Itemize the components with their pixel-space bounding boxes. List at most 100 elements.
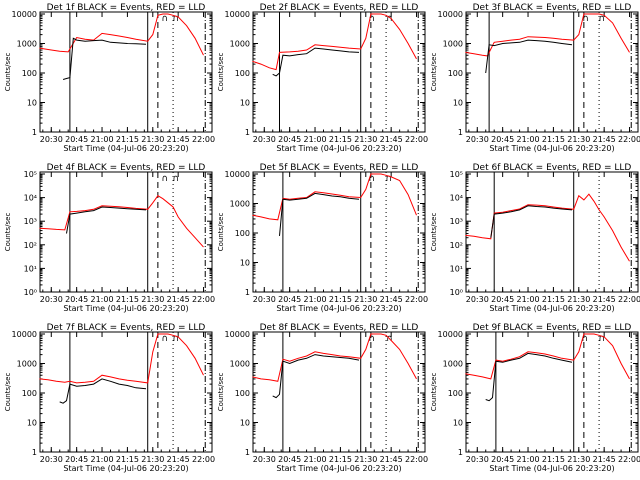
y-tick-label: 10000 [12,330,37,339]
axes-frame [39,331,213,453]
y-tick-label: 1000 [17,360,37,369]
axes-frame [252,331,426,453]
series-lld-line [465,333,630,380]
y-tick-label: 1000 [230,360,250,369]
x-tick-label: 22:00 [192,295,215,304]
y-tick-label: 1000 [230,200,250,209]
x-axis-label: Start Time (04-Jul-06 20:23:20) [489,144,614,153]
x-tick-label: 22:00 [618,135,640,144]
x-tick-label: 20:45 [65,455,88,464]
y-tick-label: 10² [24,241,37,250]
x-tick-label: 21:15 [116,135,139,144]
panel-title: Det 8f BLACK = Events, RED = LLD [260,323,419,333]
y-tick-label: 1000 [443,40,463,49]
panel-title: Det 7f BLACK = Events, RED = LLD [47,323,206,333]
x-tick-label: 21:45 [593,295,616,304]
x-tick-label: 20:45 [65,295,88,304]
x-tick-label: 21:15 [542,135,565,144]
y-tick-label: 10000 [438,10,463,19]
x-tick-label: 21:45 [167,135,190,144]
y-axis-label: Counts/sec [430,213,438,252]
y-tick-label: 10³ [450,217,463,226]
y-tick-label: 100 [235,229,250,238]
flag-marker: ∩ [161,174,168,184]
series-lld-line [39,195,204,248]
y-tick-label: 10 [453,419,463,428]
flag-marker: ∩ [598,334,605,344]
x-tick-label: 21:45 [167,455,190,464]
y-axis-label: Counts/sec [430,53,438,92]
y-tick-label: 1 [245,448,250,457]
y-tick-label: 100 [235,389,250,398]
x-tick-label: 20:30 [466,455,489,464]
y-tick-label: 10000 [225,170,250,179]
x-tick-label: 22:00 [405,295,428,304]
flag-marker: ∩ [172,14,179,24]
x-axis-label: Start Time (04-Jul-06 20:23:20) [276,304,401,313]
x-tick-label: 21:45 [593,135,616,144]
y-tick-label: 10 [240,99,250,108]
x-tick-label: 21:15 [116,295,139,304]
flag-marker: ∩ [161,14,168,24]
x-tick-label: 21:30 [354,135,377,144]
x-tick-label: 20:30 [466,295,489,304]
y-tick-label: 1 [458,448,463,457]
series-lld-line [252,173,417,221]
series-events-line [485,39,573,74]
panel-title: Det 9f BLACK = Events, RED = LLD [473,323,632,333]
flag-marker: ∩ [598,14,605,24]
panel-title: Det 6f BLACK = Events, RED = LLD [473,163,632,173]
series-events-line [490,205,573,238]
x-tick-label: 21:15 [542,455,565,464]
y-tick-label: 10 [27,99,37,108]
y-axis-label: Counts/sec [4,213,12,252]
x-tick-label: 22:00 [192,135,215,144]
y-tick-label: 10 [240,259,250,268]
x-tick-label: 21:45 [380,295,403,304]
axes-frame [252,171,426,293]
x-axis-label: Start Time (04-Jul-06 20:23:20) [63,144,188,153]
y-tick-label: 10¹ [24,264,37,273]
y-tick-label: 10³ [24,217,37,226]
panel-title: Det 3f BLACK = Events, RED = LLD [473,3,632,13]
y-tick-label: 100 [448,69,463,78]
x-tick-label: 20:45 [278,455,301,464]
x-tick-label: 21:00 [517,455,540,464]
flag-marker: ∩ [368,14,375,24]
x-tick-label: 21:30 [567,135,590,144]
flag-marker: ∩ [582,14,589,24]
x-tick-label: 20:30 [253,295,276,304]
x-axis-label: Start Time (04-Jul-06 20:23:20) [276,144,401,153]
y-tick-label: 10 [27,419,37,428]
x-tick-label: 21:15 [542,295,565,304]
x-tick-label: 20:30 [40,295,63,304]
x-axis-label: Start Time (04-Jul-06 20:23:20) [63,464,188,473]
x-tick-label: 21:30 [141,135,164,144]
x-tick-label: 21:45 [167,295,190,304]
panel-title: Det 5f BLACK = Events, RED = LLD [260,163,419,173]
x-tick-label: 20:45 [278,135,301,144]
x-tick-label: 21:15 [116,455,139,464]
y-axis-label: Counts/sec [217,373,225,412]
flag-marker: ∩ [161,334,168,344]
y-tick-label: 10⁰ [24,288,37,297]
series-lld-line [465,193,630,262]
y-tick-label: 10000 [225,10,250,19]
y-axis-label: Counts/sec [4,373,12,412]
y-tick-label: 1 [245,288,250,297]
series-events-line [272,354,360,399]
x-tick-label: 20:45 [278,295,301,304]
flag-marker: ∩ [172,334,179,344]
y-axis-label: Counts/sec [430,373,438,412]
x-tick-label: 21:00 [304,455,327,464]
y-axis-label: Counts/sec [217,53,225,92]
series-lld-line [252,333,417,382]
y-tick-label: 10 [240,419,250,428]
x-tick-label: 20:45 [491,295,514,304]
flag-marker: ∩ [368,174,375,184]
x-tick-label: 21:00 [91,135,114,144]
x-tick-label: 20:45 [65,135,88,144]
panel-8: Det 8f BLACK = Events, RED = LLD 1 10 100 10… [217,323,428,473]
